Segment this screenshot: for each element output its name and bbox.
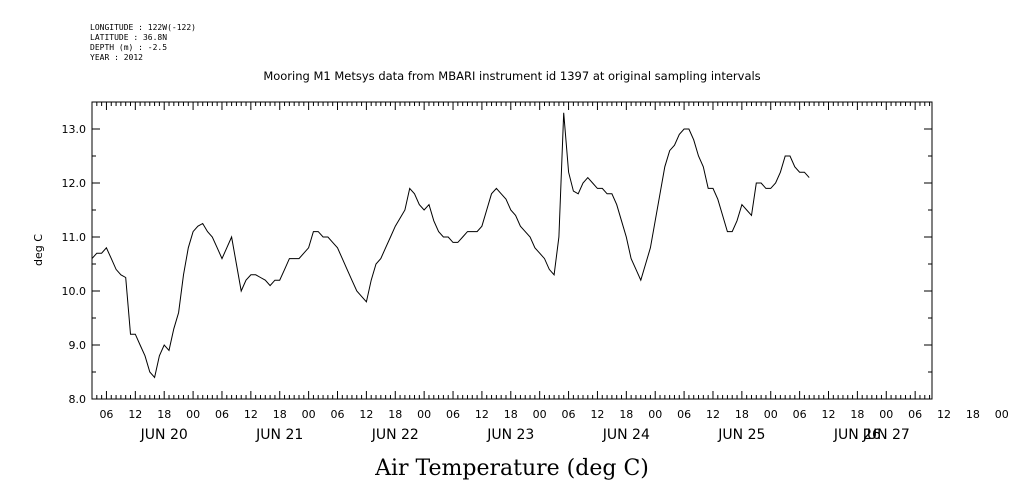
x-hour-label: 06 [562,408,576,421]
x-hour-label: 12 [590,408,604,421]
x-day-label: JUN 20 [140,427,188,443]
x-hour-label: 00 [995,408,1009,421]
x-hour-label: 18 [157,408,171,421]
x-day-label: JUN 25 [717,427,765,443]
x-hour-label: 00 [648,408,662,421]
x-axis-label: Air Temperature (deg C) [374,456,649,481]
y-tick-label: 10.0 [62,285,87,298]
x-hour-label: 00 [764,408,778,421]
x-hour-label: 18 [388,408,402,421]
x-hour-label: 18 [619,408,633,421]
x-hour-label: 12 [822,408,836,421]
x-hour-label: 06 [446,408,460,421]
y-tick-label: 9.0 [69,339,87,352]
x-hour-label: 00 [302,408,316,421]
x-hour-label: 00 [533,408,547,421]
x-hour-label: 06 [215,408,229,421]
x-hour-label: 12 [359,408,373,421]
x-day-label: JUN 26 [833,427,881,443]
x-day-label: JUN 23 [486,427,534,443]
y-tick-label: 12.0 [62,177,87,190]
x-hour-label: 06 [908,408,922,421]
x-hour-label: 00 [417,408,431,421]
x-hour-label: 12 [706,408,720,421]
x-day-label: JUN 21 [255,427,303,443]
y-axis-label: deg C [32,234,45,266]
x-hour-label: 00 [186,408,200,421]
y-tick-label: 8.0 [69,393,87,406]
y-tick-label: 13.0 [62,123,87,136]
x-hour-label: 18 [966,408,980,421]
x-day-label: JUN 22 [371,427,419,443]
series-group [91,112,810,379]
y-axis: 8.0 9.0 10.0 11.0 12.0 13.0 [62,123,932,406]
meta-longitude: LONGITUDE : 122W(-122) [90,23,196,32]
x-hour-label: 06 [793,408,807,421]
x-hour-label: 12 [128,408,142,421]
x-hour-label: 06 [677,408,691,421]
x-hour-label: 18 [504,408,518,421]
meta-latitude: LATITUDE : 36.8N [90,33,167,42]
meta-depth: DEPTH (m) : -2.5 [90,43,167,52]
chart-title: Mooring M1 Metsys data from MBARI instru… [263,69,760,83]
series-line-0 [91,112,810,379]
x-hour-label: 12 [244,408,258,421]
x-day-label: JUN 27 [862,427,910,443]
y-tick-label: 11.0 [62,231,87,244]
x-hour-label: 12 [475,408,489,421]
x-hour-label: 06 [99,408,113,421]
meta-year: YEAR : 2012 [90,53,143,62]
x-hour-label: 00 [879,408,893,421]
x-hour-label: 18 [850,408,864,421]
x-hour-label: 18 [735,408,749,421]
x-axis: 06 12 18 00 06 12 18 00 06 12 18 00 06 12 18 00 06 12 18 00… [91,102,1009,443]
x-hour-label: 12 [937,408,951,421]
x-hour-label: 06 [331,408,345,421]
plot-frame [91,101,933,400]
x-day-label: JUN 24 [602,427,650,443]
x-hour-label: 18 [273,408,287,421]
